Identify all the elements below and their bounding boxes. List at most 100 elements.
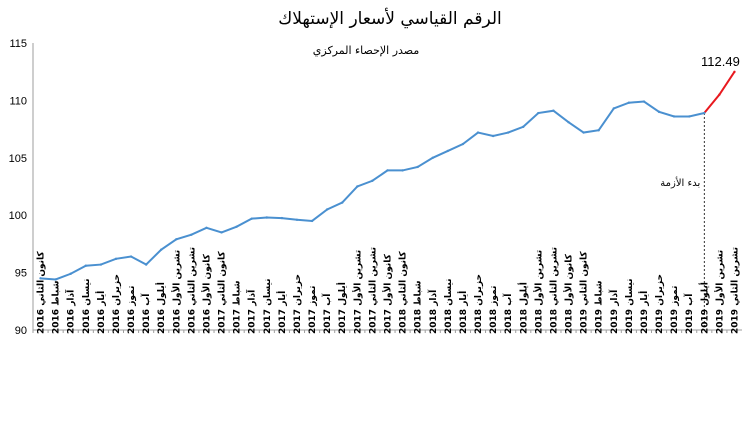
data-point [522,125,525,129]
x-tick-label: كانون الأول 2018 [563,253,575,334]
data-points [39,70,736,281]
x-tick-label: آب 2017 [321,293,333,334]
data-point [220,231,223,234]
x-tick-label: آذار 2018 [427,289,439,334]
data-point [552,109,555,112]
x-tick-label: تموز 2017 [308,286,318,334]
data-point [491,134,495,138]
data-point [401,169,404,172]
x-tick-label: أيلول 2017 [336,282,348,334]
x-tick-label: تشرين الأول 2019 [713,250,725,334]
x-tick-label: شباط 2018 [414,280,424,334]
x-tick-label: أيار 2018 [457,291,469,334]
data-point [265,216,269,219]
data-point [84,264,87,267]
x-tick-label: حزيران 2018 [474,274,484,334]
x-tick-label: كانون الأول 2017 [382,253,394,334]
data-point [371,179,374,182]
data-point [703,111,706,115]
data-point [190,233,193,236]
x-tick-label: تشرين الثاني 2018 [549,247,559,334]
data-point [688,115,691,118]
data-point [250,217,253,220]
data-point [144,263,148,266]
data-point [446,149,450,153]
data-point [39,277,42,280]
x-tick-label: آب 2018 [502,293,514,334]
data-point [612,107,615,110]
cpi-crisis-series-line [703,71,736,114]
data-point [416,165,419,169]
y-tick-label: 100 [9,210,27,222]
data-point [672,115,676,118]
x-tick-label: آب 2016 [140,293,152,334]
x-tick-label: تموز 2018 [489,286,499,334]
x-tick-label: نيسان 2016 [82,279,92,334]
x-tick-label: آذار 2016 [65,289,77,334]
data-point [114,257,118,261]
y-tick-label: 90 [15,325,27,337]
x-tick-label: حزيران 2017 [293,274,303,334]
data-point [310,219,314,223]
data-point [506,131,510,134]
data-point [341,201,344,204]
x-tick-label: تموز 2016 [127,286,137,334]
data-point [733,70,736,74]
x-tick-label: أيار 2016 [95,291,107,334]
data-point [386,169,389,172]
x-tick-label: أيلول 2019 [698,282,710,334]
crisis-start-annotation: بدء الأزمة [660,176,700,189]
x-tick-label: حزيران 2016 [112,274,122,334]
chart-title: الرقم القياسي لأسعار الإستهلاك [278,8,501,29]
x-tick-label: كانون الأول 2016 [200,253,212,334]
data-point [280,216,284,220]
data-point [129,255,133,258]
x-tick-label: أيلول 2016 [155,282,167,334]
y-tick-label: 115 [9,38,27,50]
x-tick-label: نيسان 2019 [625,279,635,334]
x-tick-label: تشرين الثاني 2019 [730,247,740,334]
x-tick-label: تشرين الثاني 2017 [368,247,378,334]
data-point [235,225,238,228]
x-tick-label: آذار 2017 [246,289,258,334]
x-tick-label: تشرين الأول 2016 [170,250,182,334]
y-tick-label: 95 [15,268,27,280]
x-tick-label: تموز 2019 [670,286,680,334]
data-point [582,131,585,134]
data-point [476,131,480,134]
x-tick-label: آب 2019 [683,293,695,334]
data-point [537,111,540,115]
data-point [657,110,661,114]
x-tick-label: أيلول 2018 [517,282,529,334]
x-tick-label: أيار 2017 [276,291,288,334]
data-point [325,208,329,211]
x-tick-label: كانون الثاني 2019 [580,251,590,334]
data-point [431,156,434,159]
x-tick-label: كانون الثاني 2018 [399,251,409,334]
x-tick-label: شباط 2019 [595,280,605,334]
data-point [54,278,57,281]
data-point [205,226,208,230]
data-point [99,263,103,266]
x-tick-label: تشرين الثاني 2016 [187,247,197,334]
data-point [642,100,646,103]
x-tick-label: كانون الثاني 2016 [37,251,47,334]
data-point [69,272,72,275]
x-tick-label: شباط 2017 [233,280,243,334]
x-tick-label: كانون الثاني 2017 [218,251,228,334]
x-tick-label: تشرين الأول 2018 [532,250,544,334]
chart-subtitle: مصدر الإحصاء المركزي [313,44,420,57]
x-tick-label: نيسان 2018 [444,279,454,334]
y-tick-labels: 90 95 100 105 110 115 [9,38,27,337]
x-tick-label: تشرين الأول 2017 [351,250,363,334]
x-tick-label: أيار 2019 [638,291,650,334]
data-point [295,218,299,221]
data-point [627,101,631,104]
data-point [356,185,359,188]
data-point [567,121,570,124]
data-point [461,142,465,146]
data-point [175,238,178,241]
x-tick-label: حزيران 2019 [655,274,665,334]
